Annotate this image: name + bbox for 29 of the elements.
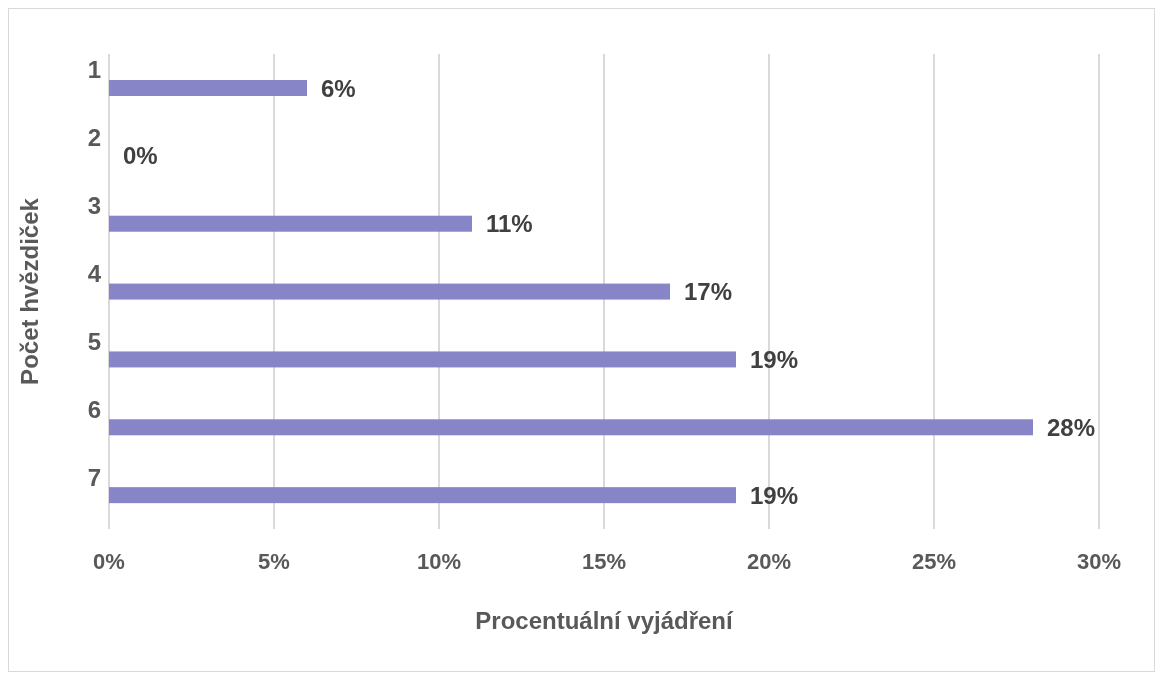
y-tick-label: 6 — [87, 395, 101, 423]
y-axis-title: Počet hvězdiček — [15, 197, 43, 385]
y-tick-label: 3 — [87, 192, 101, 220]
bar — [109, 80, 307, 96]
y-tick-label: 4 — [87, 260, 102, 288]
y-tick-label: 5 — [87, 327, 101, 355]
data-label: 19% — [750, 345, 799, 373]
x-tick-label: 25% — [911, 548, 957, 574]
bar — [109, 419, 1033, 436]
x-tick-label: 0% — [93, 548, 125, 574]
x-tick-label: 30% — [1076, 548, 1122, 574]
data-label: 28% — [1047, 413, 1096, 441]
x-tick-label: 10% — [416, 548, 462, 574]
data-label: 17% — [684, 278, 733, 306]
x-tick-label: 20% — [746, 548, 792, 574]
data-label: 0% — [123, 142, 158, 170]
data-label: 11% — [486, 210, 533, 238]
x-tick-label: 15% — [581, 548, 627, 574]
y-tick-label: 2 — [87, 124, 101, 152]
y-tick-label: 1 — [87, 56, 101, 84]
bar — [109, 351, 736, 368]
data-label: 19% — [750, 481, 799, 509]
bar — [109, 283, 670, 300]
y-tick-label: 7 — [87, 463, 101, 491]
x-tick-label: 5% — [258, 548, 290, 574]
bar — [109, 215, 472, 232]
x-axis-title: Procentuální vyjádření — [475, 607, 735, 634]
bar — [109, 487, 736, 504]
data-label: 6% — [321, 74, 356, 102]
